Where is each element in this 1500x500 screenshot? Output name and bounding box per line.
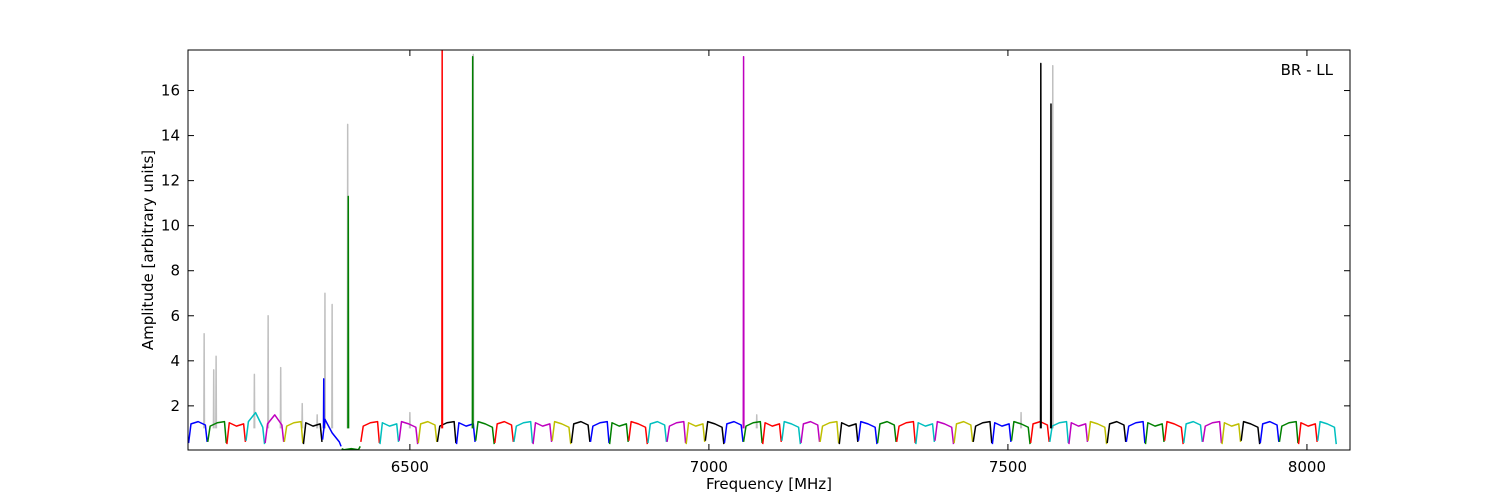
spectrum-line — [436, 420, 457, 444]
spectrum-line — [838, 422, 859, 445]
spectrum-line — [1297, 422, 1318, 445]
spectrum-line — [1259, 420, 1280, 444]
spectrum-line — [1182, 420, 1204, 444]
spectrum-line — [226, 422, 247, 445]
spectrum-line — [1278, 420, 1299, 444]
spectrum-line — [347, 195, 350, 429]
y-tick-label: 8 — [170, 262, 180, 280]
spectrum-line — [915, 422, 936, 445]
spectrum-line — [302, 422, 323, 445]
spectrum-line — [417, 420, 438, 444]
spectrum-line — [1202, 420, 1223, 444]
spectrum-line — [742, 420, 763, 444]
spectrum-line — [685, 422, 706, 445]
spectrum-line — [1221, 422, 1242, 445]
spectrum-line — [991, 422, 1012, 445]
x-tick-label: 7500 — [989, 458, 1027, 476]
spectrum-line — [1125, 420, 1146, 444]
spectrum-line — [857, 420, 878, 445]
spectrum-line — [723, 420, 744, 444]
x-tick-label: 7000 — [690, 458, 728, 476]
spectrum-line — [895, 420, 916, 444]
y-tick-label: 10 — [161, 217, 180, 235]
x-tick-label: 6500 — [391, 458, 429, 476]
spectrum-line — [1144, 422, 1165, 445]
y-tick-label: 4 — [170, 352, 180, 370]
x-axis-label: Frequency [MHz] — [706, 475, 832, 493]
spectrum-line — [551, 420, 572, 445]
spectrum-line — [800, 420, 821, 444]
spectrum-line — [972, 420, 993, 444]
x-tick-label: 8000 — [1288, 458, 1326, 476]
spectrum-line — [1163, 420, 1184, 445]
spectrum-line — [608, 422, 629, 445]
spectrum-line — [206, 420, 228, 444]
spectrum-line — [264, 414, 285, 444]
spectrum-line — [455, 422, 476, 445]
spectrum-line — [203, 53, 1054, 429]
spectrum-line — [666, 420, 687, 444]
spectrum-line — [188, 420, 208, 444]
spectrum-line — [742, 56, 745, 429]
y-tick-label: 2 — [170, 397, 180, 415]
spectrum-line — [1049, 420, 1070, 444]
spectrum-line — [245, 411, 266, 445]
spectrum-line — [876, 420, 897, 444]
y-tick-label: 14 — [161, 127, 180, 145]
spectrum-line — [570, 420, 591, 444]
spectrum-line — [589, 420, 610, 444]
spectrum-line — [322, 378, 325, 429]
spectrum-line — [628, 420, 649, 445]
spectrum-line — [1039, 62, 1042, 429]
spectrum-line — [1106, 420, 1127, 444]
spectrum-line — [494, 420, 515, 444]
plot-area — [188, 50, 1337, 450]
spectrum-line — [1240, 420, 1261, 445]
spectrum-line — [283, 420, 304, 444]
spectrum-line — [704, 420, 725, 445]
spectrum-line — [1010, 420, 1031, 445]
y-tick-label: 6 — [170, 307, 180, 325]
spectrum-line — [474, 420, 495, 445]
spectrum-line — [934, 420, 955, 445]
spectrum-line — [761, 422, 783, 445]
spectrum-line — [1087, 420, 1108, 445]
spectrum-line — [360, 420, 381, 444]
spectrum-line — [781, 420, 802, 445]
spectrum-line — [513, 420, 534, 444]
y-tick-label: 16 — [161, 82, 180, 100]
spectrum-line — [471, 56, 474, 429]
spectrum-line — [398, 420, 419, 445]
spectrum-line — [953, 420, 974, 444]
spectrum-line — [441, 50, 444, 429]
y-tick-label: 12 — [161, 172, 180, 190]
spectrum-line — [1316, 420, 1337, 445]
spectrum-line — [647, 420, 668, 444]
y-axis-label: Amplitude [arbitrary units] — [139, 150, 157, 350]
spectrum-line — [1049, 103, 1053, 429]
spectrum-line — [379, 422, 400, 445]
axes-frame — [187, 49, 1351, 451]
spectrum-line — [819, 420, 840, 444]
annotation: BR - LL — [1281, 61, 1334, 79]
spectrum-line — [1068, 422, 1089, 445]
spectrum-line — [341, 446, 361, 450]
spectrum-line — [532, 422, 553, 445]
